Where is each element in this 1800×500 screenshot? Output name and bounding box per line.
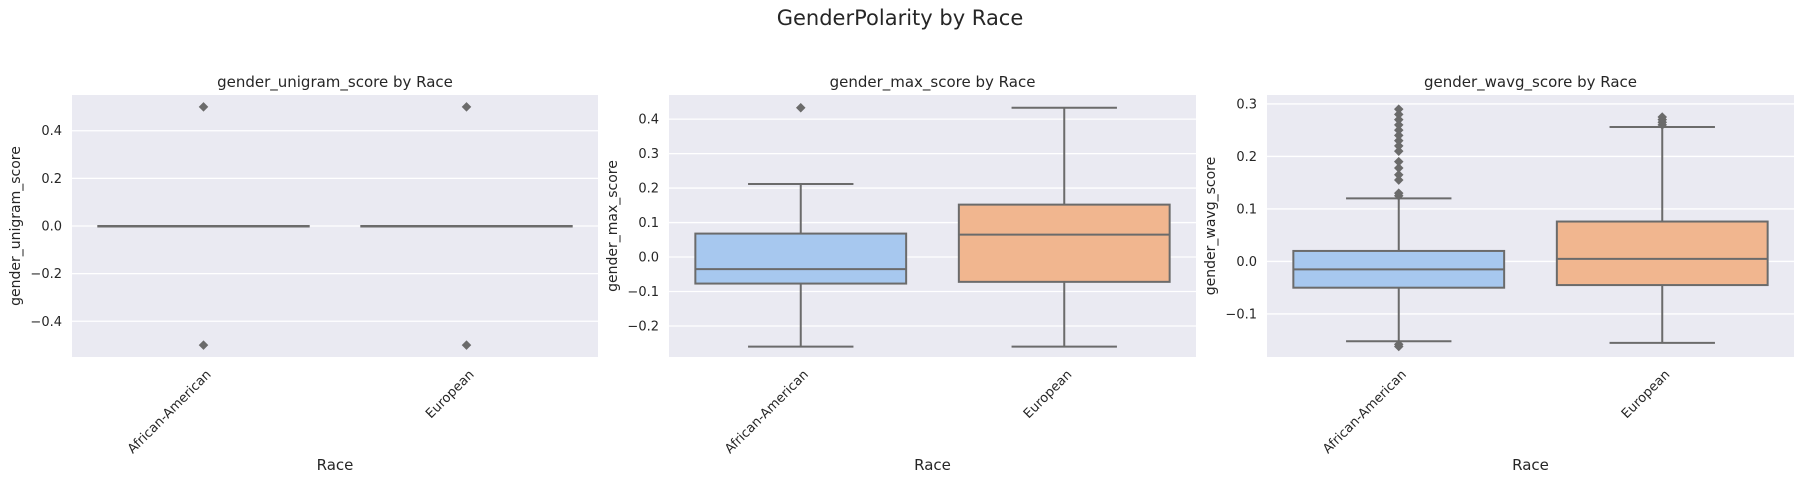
chart-panel-1: −0.4 −0.2 0.0 0.2 0.4 gender_unigram_score by…: [8, 73, 598, 474]
outlier-point: [1393, 120, 1404, 130]
y-tick-label: 0.4: [41, 124, 62, 139]
chart-title: gender_max_score by Race: [830, 73, 1036, 92]
y-tick-label: 0.2: [41, 172, 62, 187]
box-european: [1555, 112, 1769, 344]
y-tick-label: 0.1: [1236, 202, 1257, 217]
y-tick-label: −0.4: [30, 315, 62, 330]
box-body: [1555, 220, 1769, 287]
x-axis-label: Race: [1512, 456, 1549, 474]
outlier-point: [1393, 109, 1404, 120]
y-axis-label: gender_wavg_score: [1203, 157, 1219, 295]
y-axis-label: gender_unigram_score: [8, 146, 24, 306]
y-tick-label: 0.2: [638, 182, 659, 197]
outlier-point: [1393, 163, 1404, 173]
figure-suptitle: GenderPolarity by Race: [776, 6, 1024, 30]
y-tick-label: 0.0: [41, 220, 62, 235]
outlier-point: [1393, 114, 1404, 125]
y-tick-label: 0.0: [1236, 255, 1257, 270]
outlier-point: [198, 102, 209, 112]
x-tick-label: European: [423, 367, 477, 421]
x-tick-label: African-American: [125, 367, 215, 457]
outlier-point: [1393, 341, 1404, 352]
box-european: [360, 102, 573, 350]
outlier-point: [1393, 170, 1404, 180]
outlier-point: [1393, 125, 1404, 135]
chart-title: gender_wavg_score by Race: [1424, 73, 1637, 92]
box-african-american: [97, 102, 310, 350]
x-tick-label: African-American: [1320, 367, 1410, 457]
outlier-point: [461, 102, 472, 112]
outlier-point: [1657, 112, 1668, 122]
x-tick-label: European: [1619, 367, 1673, 421]
y-axis-label: gender_max_score: [605, 160, 621, 292]
chart-title: gender_unigram_score by Race: [217, 73, 453, 92]
chart-panel-3: −0.1 0.0 0.1 0.2 0.3 gender_wavg_score by Rac…: [1203, 73, 1794, 474]
x-axis-label: Race: [317, 456, 354, 474]
outlier-point: [1393, 146, 1404, 156]
x-tick-label: African-American: [722, 367, 812, 457]
outlier-point: [1393, 135, 1404, 146]
y-tick-label: 0.0: [638, 251, 659, 266]
outlier-point: [1393, 188, 1404, 198]
chart-panel-2: −0.2 −0.1 0.0 0.1 0.2 0.3 0.4 gender_max_score …: [605, 73, 1196, 474]
outlier-point: [1393, 175, 1404, 185]
box-european: [957, 106, 1171, 348]
box-african-american: [694, 102, 908, 348]
y-tick-label: −0.1: [1225, 307, 1257, 322]
box-african-american: [1292, 104, 1506, 352]
outlier-point: [1393, 141, 1404, 151]
box-body: [957, 203, 1171, 283]
y-tick-label: 0.4: [638, 113, 659, 128]
outlier-point: [1393, 156, 1404, 167]
outlier-point: [1393, 104, 1404, 114]
outlier-point: [461, 340, 472, 350]
x-axis-label: Race: [914, 456, 951, 474]
outlier-point: [198, 340, 209, 350]
y-tick-label: −0.2: [30, 267, 62, 282]
y-tick-label: 0.2: [1236, 150, 1257, 165]
x-tick-label: European: [1021, 367, 1075, 421]
y-tick-label: 0.3: [1236, 97, 1257, 112]
box-body: [694, 232, 908, 285]
outlier-point: [795, 102, 806, 113]
y-tick-label: −0.1: [627, 285, 659, 300]
y-tick-label: −0.2: [627, 319, 659, 334]
y-tick-label: 0.3: [638, 147, 659, 162]
y-tick-label: 0.1: [638, 216, 659, 231]
outlier-point: [1393, 130, 1404, 141]
